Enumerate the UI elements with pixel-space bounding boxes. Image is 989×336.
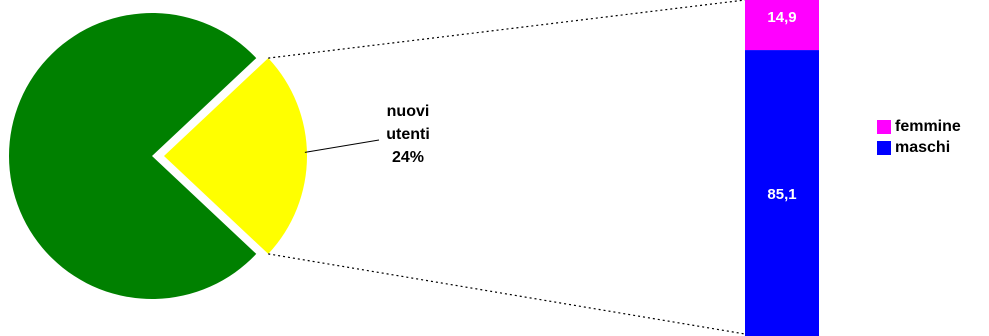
connector-line-bottom	[268, 253, 746, 335]
legend-item-maschi: maschi	[877, 137, 961, 158]
connector-lines	[268, 0, 746, 335]
bar-value-label-femmine: 14,9	[767, 9, 796, 26]
bar-value-label-maschi: 85,1	[767, 186, 796, 203]
legend-label-femmine: femmine	[895, 117, 961, 135]
pie-slice-nuovi-utenti	[164, 58, 308, 254]
slice-label-leader	[304, 139, 380, 153]
pie-slice-label-line-1: nuovi	[387, 103, 430, 120]
legend: femmine maschi	[877, 116, 961, 158]
pie-slice-other	[9, 13, 257, 300]
pie-slice-label-line-2: utenti	[386, 126, 430, 143]
pie-chart: nuovi utenti 24%	[9, 13, 430, 300]
legend-swatch-femmine	[877, 119, 891, 134]
pie-slice-label-line-3: 24%	[392, 149, 424, 166]
bar-segment-femmine	[745, 0, 819, 51]
legend-swatch-maschi	[877, 140, 891, 155]
stacked-bar: 85,1 14,9	[745, 0, 819, 336]
legend-item-femmine: femmine	[877, 116, 961, 137]
legend-label-maschi: maschi	[895, 138, 951, 156]
bar-segment-maschi	[745, 50, 819, 336]
connector-line-top	[268, 0, 746, 59]
